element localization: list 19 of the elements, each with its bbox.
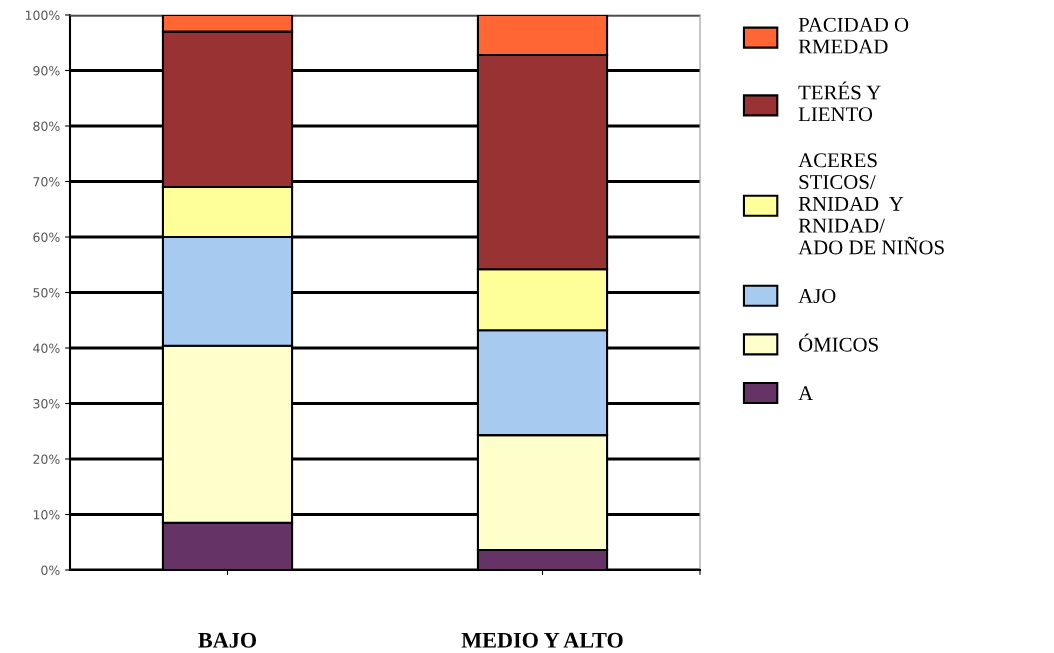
legend-label: ÓMICOS [798,333,878,352]
y-tick-label: 100% [25,10,60,20]
y-tick-label: 10% [33,509,60,520]
y-tick-label: 70% [33,176,60,187]
y-tick-label: 50% [33,287,60,298]
legend-label: ACERES STICOS/ RNIDAD Y RNIDAD/ ADO DE NIÑOS [798,153,944,255]
x-tick-label: BAJO [198,632,257,648]
y-tick-label: 20% [33,454,60,464]
legend-label: AJO [798,289,836,304]
x-tick-label: MEDIO Y ALTO [461,632,623,648]
y-tick-label: 0% [41,565,60,575]
y-tick-label: 40% [33,343,60,353]
y-tick-label: 90% [33,65,60,76]
legend-label: PACIDAD O RMEDAD [798,17,909,54]
legend-label: A [798,386,814,401]
legend-label: TERÉS Y LIENTO [798,81,881,122]
y-tick-label: 60% [33,232,60,242]
y-tick-label: 30% [33,398,60,409]
y-tick-label: 80% [33,121,60,131]
